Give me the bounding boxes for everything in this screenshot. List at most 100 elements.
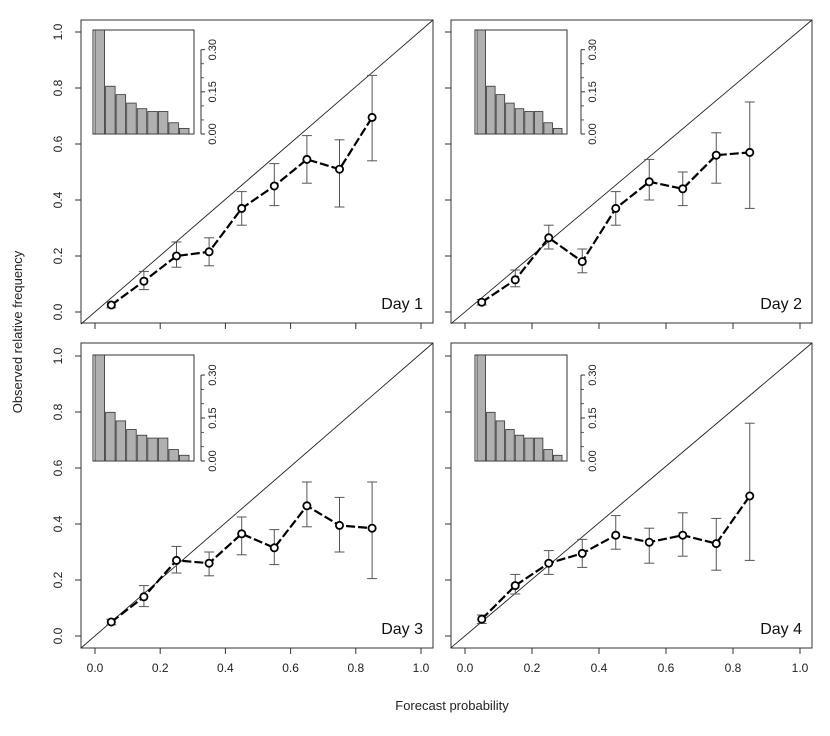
inset-bar	[495, 94, 506, 135]
data-point	[644, 537, 654, 547]
inset-histogram: 0.00 0.15 0.30	[92, 354, 219, 472]
data-point	[711, 150, 721, 160]
inset-bar	[136, 108, 148, 135]
inset-bar	[524, 437, 534, 462]
y-tick-label: 0.4	[51, 191, 65, 208]
data-point	[106, 300, 116, 310]
inset-bar	[543, 122, 553, 135]
inset-tick-label: 0.00	[587, 123, 599, 144]
data-point	[171, 555, 181, 565]
data-point	[269, 181, 279, 191]
data-point	[577, 257, 587, 267]
inset-bar	[553, 454, 563, 462]
data-point	[678, 184, 688, 194]
x-tick-label: 0.6	[282, 661, 299, 675]
inset-bar	[157, 437, 169, 462]
data-point	[544, 233, 554, 243]
x-tick-label: 0.6	[658, 661, 675, 675]
inset-bar	[505, 429, 515, 462]
reliability-series-line	[480, 495, 751, 620]
y-tick-label: 0.4	[51, 515, 65, 532]
perfect-reliability-diagonal	[450, 19, 813, 325]
inset-bar	[505, 102, 515, 135]
inset-bar	[179, 127, 190, 135]
y-axis-title: Observed relative frequency	[10, 250, 25, 413]
panel-label: Day 1	[381, 296, 423, 313]
x-tick-label: 0.2	[152, 661, 169, 675]
panel-frame	[80, 19, 434, 324]
panel-label: Day 4	[760, 621, 802, 638]
inset-bar	[533, 111, 544, 135]
panel-frame	[450, 19, 813, 324]
y-tick-label: 0.8	[51, 79, 65, 96]
inset-bar	[533, 437, 544, 462]
inset-bar	[524, 111, 534, 135]
inset-tick-label: 0.30	[207, 39, 219, 60]
y-tick-label: 0.0	[51, 303, 65, 320]
inset-bar	[126, 102, 137, 135]
y-tick-label: 0.6	[51, 459, 65, 476]
inset-bar	[168, 449, 179, 462]
inset-tick-label: 0.30	[587, 364, 599, 385]
inset-bar	[514, 108, 525, 135]
data-point	[334, 164, 344, 174]
inset-bar	[94, 29, 105, 135]
data-point	[611, 203, 621, 213]
inset-bar	[115, 420, 127, 462]
panel-4: 0.0 0.2 0.4 0.6 0.8 1.0 0.00 0.15 0.30 Day 4	[445, 342, 813, 675]
data-point	[334, 520, 344, 530]
data-point	[204, 558, 214, 568]
y-tick-label: 0.2	[51, 247, 65, 264]
inset-tick-label: 0.00	[207, 450, 219, 471]
perfect-reliability-diagonal	[80, 19, 434, 325]
x-tick-label: 0.0	[457, 661, 474, 675]
y-tick-label: 1.0	[51, 23, 65, 40]
inset-bar	[147, 111, 158, 135]
inset-bar	[147, 437, 158, 462]
data-point	[204, 247, 214, 257]
x-axis-title: Forecast probability	[395, 698, 509, 713]
inset-bar	[495, 420, 506, 462]
data-point	[237, 203, 247, 213]
inset-bar	[105, 411, 116, 462]
inset-tick-label: 0.00	[207, 123, 219, 144]
panel-1: 0.0 0.2 0.4 0.6 0.8 1.0 0.00 0.15 0.30 Day 1	[51, 19, 434, 329]
data-point	[139, 276, 149, 286]
x-tick-label: 0.4	[217, 661, 234, 675]
inset-bar	[157, 111, 169, 135]
data-point	[510, 275, 520, 285]
inset-histogram: 0.00 0.15 0.30	[474, 354, 599, 472]
data-point	[711, 539, 721, 549]
y-tick-label: 0.6	[51, 135, 65, 152]
inset-bar	[136, 434, 148, 462]
inset-tick-label: 0.15	[207, 407, 219, 428]
inset-histogram: 0.00 0.15 0.30	[474, 29, 599, 145]
x-tick-label: 0.8	[725, 661, 742, 675]
inset-tick-label: 0.30	[207, 364, 219, 385]
inset-bar	[168, 122, 179, 135]
panel-frame	[450, 342, 813, 649]
data-point	[745, 147, 755, 157]
inset-bar	[476, 29, 486, 135]
inset-bar	[476, 354, 486, 462]
x-tick-label: 1.0	[413, 661, 430, 675]
panel-label: Day 3	[381, 621, 423, 638]
data-point	[611, 530, 621, 540]
data-point	[139, 592, 149, 602]
inset-bar	[126, 429, 137, 462]
panel-frame	[80, 342, 434, 649]
data-point	[745, 491, 755, 501]
data-point	[302, 501, 312, 511]
data-point	[477, 297, 487, 307]
data-point	[367, 523, 377, 533]
inset-tick-label: 0.15	[587, 407, 599, 428]
data-point	[477, 614, 487, 624]
data-point	[544, 558, 554, 568]
data-point	[171, 251, 181, 261]
inset-bar	[179, 454, 190, 462]
panel-2: 0.00 0.15 0.30 Day 2	[445, 19, 813, 329]
x-tick-label: 0.2	[524, 661, 541, 675]
y-tick-label: 0.8	[51, 403, 65, 420]
inset-tick-label: 0.30	[587, 39, 599, 60]
